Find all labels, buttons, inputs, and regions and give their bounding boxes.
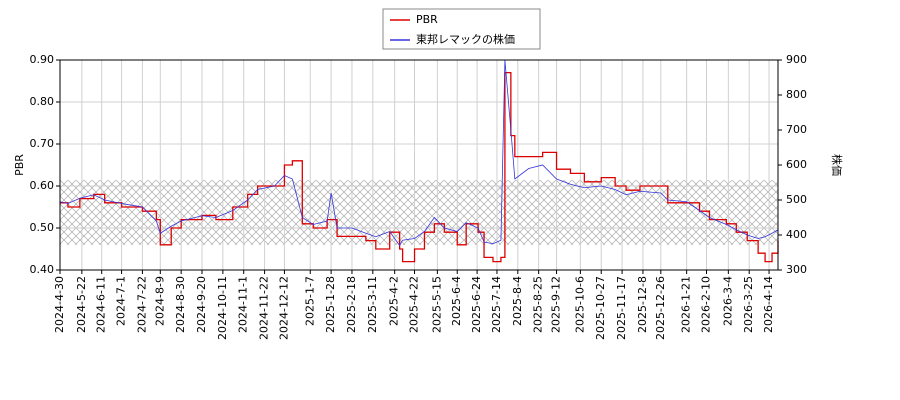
x-tick-label: 2025-10-27: [594, 276, 607, 340]
y2-tick-label: 800: [786, 88, 807, 101]
y-axis-label: PBR: [13, 154, 26, 176]
reference-band: [60, 180, 778, 245]
y-tick-label: 0.50: [30, 221, 55, 234]
x-tick-label: 2025-6-4: [450, 276, 463, 326]
x-tick-label: 2025-6-24: [470, 276, 483, 333]
x-tick-label: 2025-12-8: [636, 276, 649, 333]
x-tick-label: 2025-1-28: [324, 276, 337, 333]
x-tick-label: 2026-3-4: [721, 276, 734, 326]
x-tick-label: 2024-9-20: [195, 276, 208, 333]
x-tick-label: 2024-7-22: [135, 276, 148, 333]
x-tick-label: 2024-5-22: [75, 276, 88, 333]
x-tick-label: 2025-4-22: [408, 276, 421, 333]
y-tick-label: 0.80: [30, 95, 55, 108]
x-tick-label: 2026-1-21: [680, 276, 693, 333]
x-tick-label: 2025-8-25: [532, 276, 545, 333]
x-tick-label: 2025-7-14: [490, 276, 503, 333]
x-tick-label: 2025-9-12: [550, 276, 563, 333]
y2-tick-label: 300: [786, 263, 807, 276]
x-tick-label: 2026-2-10: [699, 276, 712, 333]
x-tick-label: 2024-11-1: [237, 276, 250, 333]
x-tick-label: 2024-7-1: [115, 276, 128, 326]
y-tick-label: 0.90: [30, 53, 55, 66]
x-tick-label: 2026-4-14: [762, 276, 775, 333]
y2-tick-label: 600: [786, 158, 807, 171]
y-tick-label: 0.70: [30, 137, 55, 150]
legend-label: 東邦レマックの株価: [416, 32, 515, 46]
x-tick-label: 2024-11-22: [258, 276, 271, 340]
x-tick-label: 2025-10-6: [573, 276, 586, 333]
x-tick-label: 2025-12-26: [654, 276, 667, 340]
y2-tick-label: 900: [786, 53, 807, 66]
series-line: [60, 71, 779, 263]
x-tick-label: 2025-2-18: [345, 276, 358, 333]
x-tick-label: 2024-10-11: [216, 276, 229, 340]
y2-tick-label: 700: [786, 123, 807, 136]
y2-axis-label: 株価: [830, 154, 844, 176]
x-tick-label: 2024-12-12: [277, 276, 290, 340]
x-tick-label: 2025-5-15: [430, 276, 443, 333]
y2-tick-label: 500: [786, 193, 807, 206]
y2-tick-label: 400: [786, 228, 807, 241]
x-tick-label: 2025-4-2: [388, 276, 401, 326]
x-tick-label: 2025-3-11: [366, 276, 379, 333]
x-tick-label: 2024-8-9: [153, 276, 166, 326]
x-tick-label: 2025-11-17: [615, 276, 628, 340]
legend: PBR 東邦レマックの株価: [382, 8, 541, 50]
x-tick-label: 2026-3-25: [742, 276, 755, 333]
series-line: [59, 59, 779, 247]
y-tick-label: 0.60: [30, 179, 55, 192]
x-tick-label: 2024-8-30: [174, 276, 187, 333]
x-tick-label: 2025-8-4: [511, 276, 524, 326]
x-tick-label: 2024-6-11: [95, 276, 108, 333]
x-tick-label: 2024-4-30: [53, 276, 66, 333]
x-tick-label: 2025-1-7: [303, 276, 316, 326]
y-tick-label: 0.40: [30, 263, 55, 276]
legend-label: PBR: [416, 13, 438, 26]
legend-box: [382, 8, 541, 50]
